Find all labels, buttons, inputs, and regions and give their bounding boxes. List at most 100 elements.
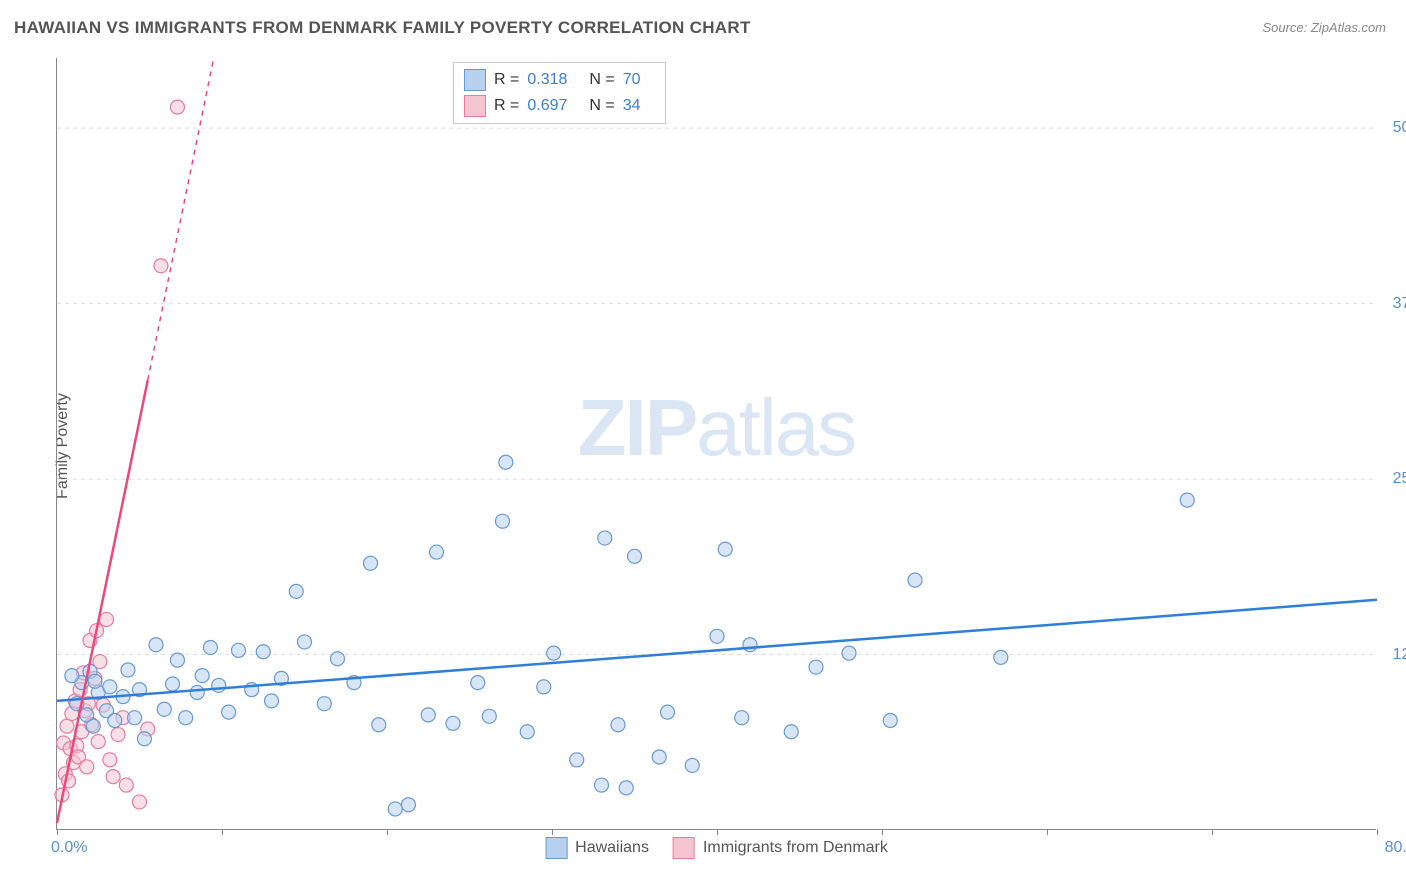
x-tick — [717, 829, 718, 835]
hawaiians-point — [137, 732, 151, 746]
hawaiians-point — [735, 711, 749, 725]
hawaiians-point — [128, 711, 142, 725]
stats-swatch — [464, 95, 486, 117]
x-tick-min: 0.0% — [51, 839, 87, 857]
x-tick — [57, 829, 58, 835]
y-tick-label: 25.0% — [1393, 470, 1406, 488]
stats-box: R = 0.318 N = 70 R =0.697N =34 — [453, 62, 666, 124]
hawaiians-point — [547, 646, 561, 660]
hawaiians-point — [222, 705, 236, 719]
x-tick — [1212, 829, 1213, 835]
hawaiians-point — [157, 702, 171, 716]
denmark-point — [111, 728, 125, 742]
hawaiians-point — [619, 781, 633, 795]
x-tick — [222, 829, 223, 835]
hawaiians-point — [520, 725, 534, 739]
hawaiians-point — [149, 638, 163, 652]
hawaiians-point — [103, 680, 117, 694]
r-value: 0.318 — [527, 71, 567, 89]
hawaiians-point — [883, 714, 897, 728]
legend-item: Immigrants from Denmark — [673, 837, 888, 859]
denmark-point — [106, 770, 120, 784]
hawaiians-point — [65, 669, 79, 683]
hawaiians-point — [628, 549, 642, 563]
legend-swatch — [545, 837, 567, 859]
hawaiians-point — [809, 660, 823, 674]
plot-svg — [57, 58, 1376, 829]
hawaiians-point — [88, 674, 102, 688]
hawaiians-point — [166, 677, 180, 691]
hawaiians-point — [471, 676, 485, 690]
n-label: N = — [589, 71, 614, 89]
r-label: R = — [494, 97, 519, 115]
x-tick — [387, 829, 388, 835]
hawaiians-point — [598, 531, 612, 545]
hawaiians-point — [388, 802, 402, 816]
hawaiians-point — [401, 798, 415, 812]
hawaiians-point — [298, 635, 312, 649]
legend-swatch — [673, 837, 695, 859]
hawaiians-point — [652, 750, 666, 764]
x-tick — [882, 829, 883, 835]
hawaiians-point — [179, 711, 193, 725]
plot-area: ZIPatlas R =0.318N =70R =0.697N =34 0.0%… — [56, 58, 1376, 830]
hawaiians-point — [232, 643, 246, 657]
hawaiians-point — [499, 455, 513, 469]
x-tick — [1047, 829, 1048, 835]
denmark-trendline-solid — [57, 380, 148, 823]
hawaiians-point — [121, 663, 135, 677]
x-tick — [1377, 829, 1378, 835]
denmark-point — [119, 778, 133, 792]
hawaiians-point — [661, 705, 675, 719]
denmark-point — [133, 795, 147, 809]
legend-label: Hawaiians — [575, 839, 649, 857]
stats-swatch — [464, 69, 486, 91]
hawaiians-point — [842, 646, 856, 660]
n-value: 70 — [623, 71, 641, 89]
hawaiians-point — [784, 725, 798, 739]
chart-title: HAWAIIAN VS IMMIGRANTS FROM DENMARK FAMI… — [14, 18, 751, 38]
hawaiians-point — [718, 542, 732, 556]
denmark-point — [103, 753, 117, 767]
hawaiians-point — [372, 718, 386, 732]
stats-row: R = 0.318 N = 70 — [464, 67, 655, 93]
hawaiians-point — [317, 697, 331, 711]
hawaiians-point — [743, 638, 757, 652]
hawaiians-point — [446, 716, 460, 730]
hawaiians-point — [170, 653, 184, 667]
y-tick-label: 37.5% — [1393, 295, 1406, 313]
hawaiians-point — [595, 778, 609, 792]
hawaiians-point — [994, 650, 1008, 664]
legend-label: Immigrants from Denmark — [703, 839, 888, 857]
hawaiians-point — [265, 694, 279, 708]
hawaiians-point — [685, 758, 699, 772]
y-tick-label: 50.0% — [1393, 119, 1406, 137]
denmark-point — [170, 100, 184, 114]
r-label: R = — [494, 71, 519, 89]
denmark-point — [91, 735, 105, 749]
denmark-point — [100, 612, 114, 626]
hawaiians-point — [212, 678, 226, 692]
hawaiians-trendline — [57, 600, 1377, 701]
hawaiians-point — [482, 709, 496, 723]
hawaiians-point — [611, 718, 625, 732]
chart-container: HAWAIIAN VS IMMIGRANTS FROM DENMARK FAMI… — [0, 0, 1406, 892]
denmark-point — [80, 760, 94, 774]
denmark-point — [60, 719, 74, 733]
stats-row: R =0.697N =34 — [464, 93, 655, 119]
hawaiians-point — [430, 545, 444, 559]
x-tick-max: 80.0% — [1385, 839, 1406, 857]
hawaiians-point — [710, 629, 724, 643]
hawaiians-point — [86, 719, 100, 733]
legend-item: Hawaiians — [545, 837, 649, 859]
hawaiians-point — [203, 641, 217, 655]
n-label: N = — [589, 97, 614, 115]
hawaiians-point — [195, 669, 209, 683]
x-tick — [552, 829, 553, 835]
hawaiians-point — [256, 645, 270, 659]
hawaiians-point — [421, 708, 435, 722]
source-label: Source: ZipAtlas.com — [1262, 20, 1386, 35]
y-tick-label: 12.5% — [1393, 646, 1406, 664]
denmark-point — [154, 259, 168, 273]
hawaiians-point — [570, 753, 584, 767]
